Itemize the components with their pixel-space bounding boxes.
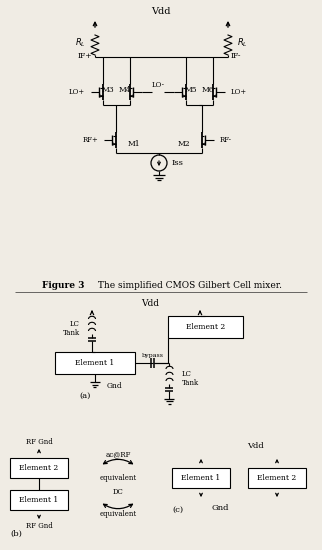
Text: M5: M5 [185, 86, 197, 94]
Text: Element 1: Element 1 [19, 496, 59, 504]
Text: Gnd: Gnd [107, 382, 123, 390]
Text: M6: M6 [202, 86, 214, 94]
Text: RF Gnd: RF Gnd [26, 438, 52, 446]
Text: RF+: RF+ [82, 136, 98, 144]
Text: (a): (a) [79, 392, 91, 400]
FancyBboxPatch shape [172, 468, 230, 488]
FancyBboxPatch shape [168, 316, 243, 338]
Text: (b): (b) [10, 530, 22, 538]
Text: LO+: LO+ [231, 88, 247, 96]
Text: LC
Tank: LC Tank [182, 370, 199, 387]
Text: Vdd: Vdd [151, 8, 171, 16]
Text: Gnd: Gnd [211, 504, 229, 512]
Text: Vdd: Vdd [247, 442, 263, 450]
Text: Element 2: Element 2 [19, 464, 59, 472]
Text: Element 2: Element 2 [186, 323, 225, 331]
FancyBboxPatch shape [55, 352, 135, 374]
Text: M2: M2 [178, 140, 190, 148]
Text: LO-: LO- [151, 81, 165, 89]
Text: equivalent: equivalent [99, 474, 137, 482]
Text: M4: M4 [119, 86, 131, 94]
Text: Iss: Iss [172, 159, 184, 167]
Text: IF+: IF+ [77, 52, 92, 60]
Text: The simplified CMOS Gilbert Cell mixer.: The simplified CMOS Gilbert Cell mixer. [95, 280, 282, 289]
Text: M1: M1 [128, 140, 140, 148]
Text: Element 2: Element 2 [257, 474, 297, 482]
Text: ac@RF: ac@RF [105, 450, 131, 458]
Text: Element 1: Element 1 [181, 474, 221, 482]
Text: M3: M3 [102, 86, 114, 94]
Text: RF-: RF- [220, 136, 232, 144]
Text: Vdd: Vdd [141, 299, 159, 307]
Text: (c): (c) [172, 506, 183, 514]
FancyBboxPatch shape [10, 458, 68, 478]
Text: IF-: IF- [231, 52, 242, 60]
Text: LC
Tank: LC Tank [63, 320, 80, 337]
Text: Element 1: Element 1 [75, 359, 115, 367]
Text: RF Gnd: RF Gnd [26, 522, 52, 530]
Text: $R_L$: $R_L$ [75, 37, 86, 50]
Text: LO+: LO+ [69, 88, 85, 96]
Text: equivalent: equivalent [99, 510, 137, 518]
FancyBboxPatch shape [248, 468, 306, 488]
Text: Figure 3: Figure 3 [42, 280, 84, 289]
Text: $R_L$: $R_L$ [237, 37, 248, 50]
Text: DC: DC [113, 488, 123, 496]
Text: bypass: bypass [142, 353, 164, 358]
FancyBboxPatch shape [10, 490, 68, 510]
